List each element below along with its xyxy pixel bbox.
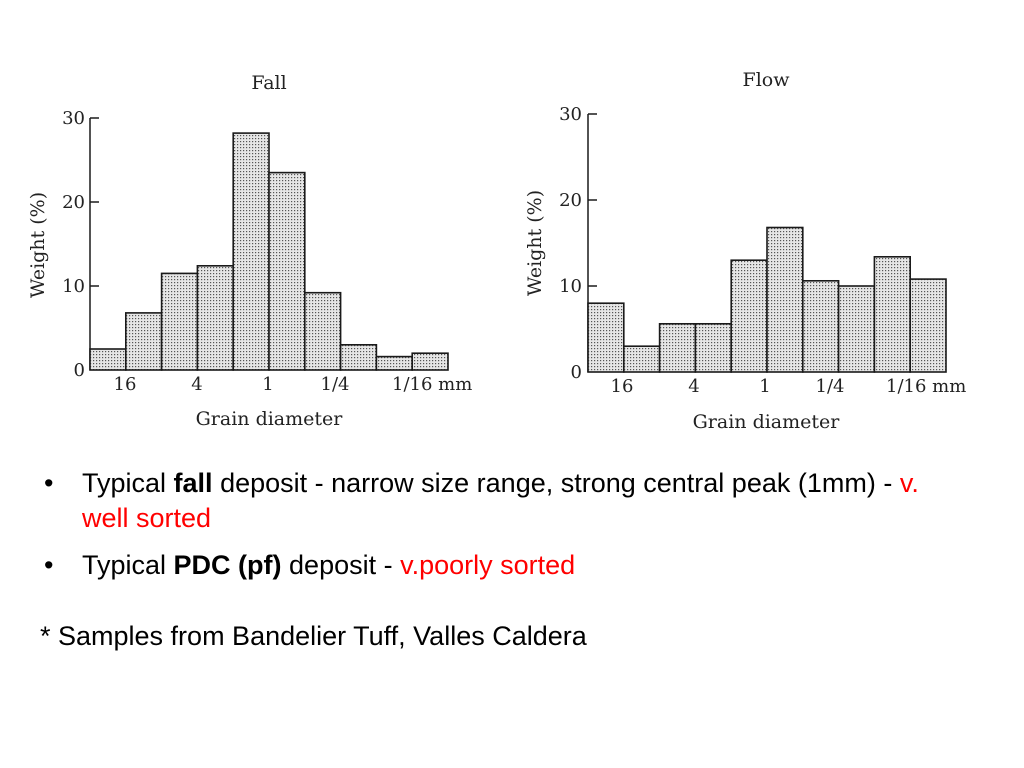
chart-title: Fall xyxy=(251,72,286,94)
x-tick-label: 4 xyxy=(688,376,699,397)
bullet-text: deposit - xyxy=(281,550,401,580)
bullet-prefix: Typical xyxy=(82,468,174,498)
bullet-marker: • xyxy=(44,550,54,580)
histogram-bar xyxy=(303,291,342,371)
histogram-bar xyxy=(160,272,199,371)
bullet-marker: • xyxy=(44,468,54,498)
y-tick-label: 10 xyxy=(559,276,582,297)
notes-section: • Typical fall deposit - narrow size ran… xyxy=(40,466,940,654)
histogram-bar xyxy=(766,226,804,373)
x-tick-label: 1 xyxy=(262,374,273,395)
x-tick-label: 1/4 xyxy=(321,374,350,395)
y-axis-label: Weight (%) xyxy=(27,192,49,298)
bar-group xyxy=(587,226,947,373)
bar-group xyxy=(89,132,449,371)
y-tick-label: 10 xyxy=(62,276,85,297)
x-axis-label: Grain diameter xyxy=(196,408,344,430)
histogram-bar xyxy=(837,285,876,373)
x-tick-label: 1/4 xyxy=(816,376,845,397)
bullet-emphasis: PDC (pf) xyxy=(173,550,282,580)
x-tick-label: 16 xyxy=(114,374,137,395)
histogram-bar xyxy=(232,132,270,371)
y-tick-label: 0 xyxy=(571,362,582,383)
flow-chart: Flow Weight (%) 0 10 20 30 16 4 1 1/4 1/… xyxy=(524,69,966,433)
bullet-list: • Typical fall deposit - narrow size ran… xyxy=(40,466,940,583)
x-tick-label: 1 xyxy=(759,376,770,397)
histogram-bar xyxy=(730,259,768,373)
x-tick-label: 16 xyxy=(611,376,634,397)
y-tick-label: 20 xyxy=(62,192,85,213)
y-tick-label: 20 xyxy=(559,190,582,211)
histogram-bar xyxy=(411,352,449,371)
figure: Fall Weight (%) 0 10 20 30 16 4 1 1/4 1/… xyxy=(27,69,966,433)
y-tick-label: 0 xyxy=(74,360,85,381)
chart-title: Flow xyxy=(743,69,791,91)
histogram-figure: Fall Weight (%) 0 10 20 30 16 4 1 1/4 1/… xyxy=(27,69,966,433)
y-tick-label: 30 xyxy=(62,108,85,129)
bullet-item-pdc: • Typical PDC (pf) deposit - v.poorly so… xyxy=(40,548,940,583)
histogram-bar xyxy=(694,322,733,373)
bullet-highlight: v.poorly sorted xyxy=(400,550,576,580)
bullet-highlight: v. well sorted xyxy=(82,468,919,533)
histogram-bar xyxy=(89,348,127,371)
histogram-bar xyxy=(801,279,840,373)
y-tick-label: 30 xyxy=(559,104,582,125)
bullet-item-fall: • Typical fall deposit - narrow size ran… xyxy=(40,466,940,536)
histogram-bar xyxy=(587,302,625,373)
histogram-bar xyxy=(658,322,697,373)
histogram-bar xyxy=(375,355,413,371)
bullet-prefix: Typical xyxy=(82,550,174,580)
histogram-bar xyxy=(909,278,947,373)
bullet-text: deposit - narrow size range, strong cent… xyxy=(212,468,900,498)
fall-chart: Fall Weight (%) 0 10 20 30 16 4 1 1/4 1/… xyxy=(27,72,472,430)
bullet-emphasis: fall xyxy=(173,468,213,498)
histogram-bar xyxy=(339,343,378,371)
x-tick-label: 1/16 mm xyxy=(392,374,472,395)
histogram-bar xyxy=(268,171,306,371)
y-axis-label: Weight (%) xyxy=(524,190,546,296)
histogram-bar xyxy=(873,255,912,373)
footnote: * Samples from Bandelier Tuff, Valles Ca… xyxy=(40,621,587,651)
histogram-bar xyxy=(622,345,661,373)
x-tick-label: 4 xyxy=(191,374,202,395)
x-axis-label: Grain diameter xyxy=(693,411,841,433)
histogram-bar xyxy=(196,264,234,371)
x-tick-label: 1/16 mm xyxy=(886,376,966,397)
histogram-bar xyxy=(125,312,163,371)
